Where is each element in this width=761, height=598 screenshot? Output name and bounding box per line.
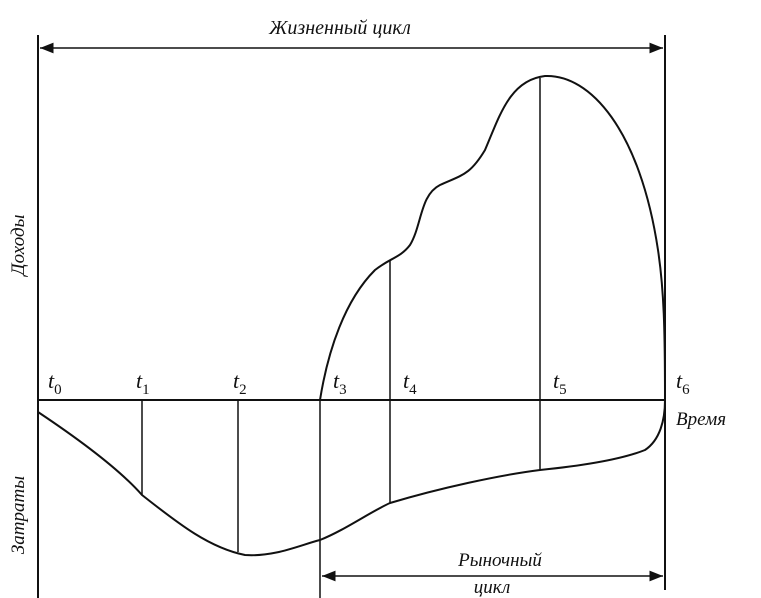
time-label: Время	[676, 409, 726, 430]
time-point-label: t4	[403, 368, 417, 398]
revenue-curve	[319, 74, 666, 401]
time-points: t0 t1 t2 t3 t4 t5 t6	[48, 368, 690, 398]
time-letter: t	[136, 368, 143, 393]
time-index: 6	[682, 382, 690, 398]
time-point-label: t2	[233, 368, 247, 398]
revenue-label: Доходы	[8, 214, 29, 277]
time-letter: t	[333, 368, 340, 393]
time-point-label: t6	[676, 368, 690, 398]
time-index: 0	[54, 382, 62, 398]
time-index: 3	[339, 382, 347, 398]
time-letter: t	[233, 368, 240, 393]
costs-label: Затраты	[8, 476, 29, 554]
time-point-label: t1	[136, 368, 150, 398]
time-index: 5	[559, 382, 567, 398]
time-index: 4	[409, 382, 417, 398]
market-cycle-label: цикл	[474, 577, 511, 598]
time-index: 1	[142, 382, 150, 398]
market-cycle-label: Рыночный	[457, 550, 542, 571]
time-letter: t	[553, 368, 560, 393]
title: Жизненный цикл	[268, 17, 411, 39]
cost-curve	[37, 399, 666, 557]
time-index: 2	[239, 382, 247, 398]
time-letter: t	[403, 368, 410, 393]
time-point-label: t3	[333, 368, 347, 398]
time-letter: t	[676, 368, 683, 393]
time-letter: t	[48, 368, 55, 393]
time-point-label: t5	[553, 368, 567, 398]
time-point-label: t0	[48, 368, 62, 398]
